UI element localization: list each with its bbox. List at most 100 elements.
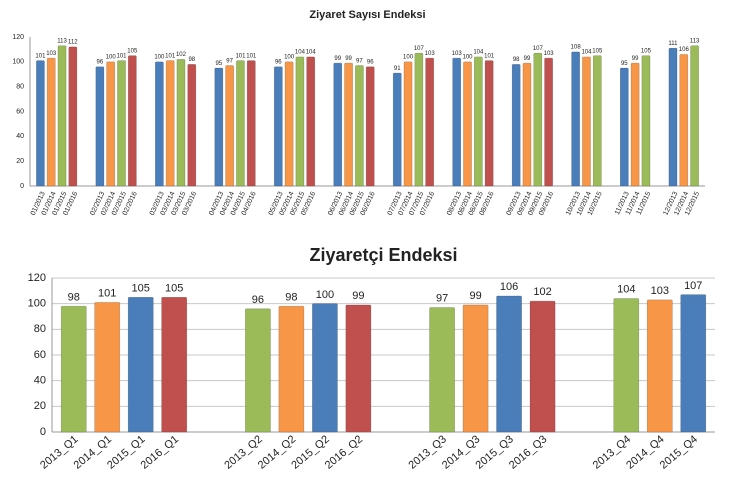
value-label: 101	[35, 53, 46, 59]
bar	[36, 60, 45, 187]
bar	[463, 61, 472, 187]
chart-title: Ziyaretçi Endeksi	[309, 245, 457, 265]
x-tick-label: 2016_Q1	[139, 433, 181, 471]
value-label: 105	[132, 282, 150, 294]
bar	[46, 57, 56, 187]
y-tick-label: 60	[34, 349, 46, 361]
y-tick-label: 120	[12, 34, 24, 41]
value-label: 103	[46, 51, 57, 57]
bar	[571, 51, 581, 187]
value-label: 113	[690, 38, 700, 44]
value-label: 113	[57, 38, 67, 44]
bar	[127, 55, 137, 187]
bar	[582, 56, 591, 187]
y-tick-label: 20	[34, 400, 46, 412]
value-label: 104	[581, 50, 592, 56]
value-label: 103	[452, 51, 463, 57]
bar	[187, 64, 197, 187]
y-tick-label: 80	[34, 323, 46, 335]
value-label: 103	[425, 51, 436, 57]
bar	[355, 65, 364, 187]
value-label: 106	[679, 47, 690, 53]
value-label: 96	[275, 60, 282, 66]
value-label: 100	[403, 55, 414, 61]
value-label: 99	[345, 56, 352, 62]
bar	[106, 61, 116, 187]
bar	[306, 56, 316, 187]
y-tick-label: 20	[16, 158, 24, 165]
bar	[57, 45, 67, 187]
value-label: 108	[571, 45, 582, 51]
x-tick-label: 2015_Q4	[658, 433, 700, 471]
bar	[511, 64, 521, 187]
value-label: 102	[176, 52, 187, 58]
bar	[154, 61, 164, 187]
bar	[95, 66, 105, 187]
bar	[344, 62, 353, 187]
value-label: 99	[524, 56, 531, 62]
bar	[462, 304, 489, 433]
bar	[679, 54, 689, 187]
bar	[333, 62, 343, 187]
bar	[284, 61, 294, 187]
value-label: 98	[68, 291, 80, 303]
bar	[273, 66, 283, 187]
value-label: 95	[621, 61, 628, 67]
value-label: 100	[154, 55, 165, 61]
value-label: 101	[116, 53, 127, 59]
bar	[592, 55, 602, 187]
bar	[425, 57, 435, 187]
bar	[641, 55, 651, 187]
value-label: 100	[106, 55, 117, 61]
bar	[473, 56, 483, 187]
bar	[312, 303, 338, 433]
bar	[165, 60, 175, 187]
bar	[345, 304, 372, 433]
value-label: 99	[352, 290, 364, 302]
y-tick-label: 40	[16, 133, 24, 140]
value-label: 100	[316, 289, 334, 301]
y-tick-label: 100	[28, 298, 46, 310]
value-label: 105	[127, 48, 138, 54]
bar	[646, 299, 673, 433]
y-tick-label: 40	[34, 375, 46, 387]
y-tick-label: 80	[16, 84, 24, 91]
value-label: 97	[226, 58, 233, 64]
bar	[452, 57, 462, 187]
value-label: 98	[188, 57, 195, 63]
value-label: 101	[246, 53, 257, 59]
value-label: 100	[284, 55, 295, 61]
bar	[680, 294, 707, 433]
value-label: 99	[469, 290, 481, 302]
value-label: 101	[165, 53, 176, 59]
bar	[522, 62, 532, 187]
bar	[127, 296, 154, 433]
bar	[429, 307, 455, 433]
bar	[94, 302, 121, 433]
value-label: 103	[544, 51, 555, 57]
bar	[365, 66, 375, 187]
value-label: 97	[436, 293, 448, 305]
value-label: 96	[97, 60, 104, 66]
value-label: 112	[68, 40, 78, 46]
bar	[630, 62, 640, 187]
bar	[246, 60, 256, 187]
x-tick-label: 2016_Q3	[507, 433, 549, 471]
value-label: 105	[592, 48, 603, 54]
bar	[529, 300, 556, 433]
value-label: 96	[367, 60, 374, 66]
bar	[214, 67, 224, 187]
value-label: 98	[513, 57, 520, 63]
bar	[496, 295, 522, 433]
value-label: 105	[165, 282, 183, 294]
y-tick-label: 0	[20, 183, 24, 190]
x-tick-label: 2016_Q2	[323, 433, 365, 471]
value-label: 102	[533, 286, 551, 298]
bar	[613, 298, 640, 433]
value-label: 105	[641, 48, 652, 54]
value-label: 104	[473, 50, 484, 56]
bar	[414, 52, 424, 187]
value-label: 98	[285, 291, 297, 303]
bar	[60, 305, 87, 433]
